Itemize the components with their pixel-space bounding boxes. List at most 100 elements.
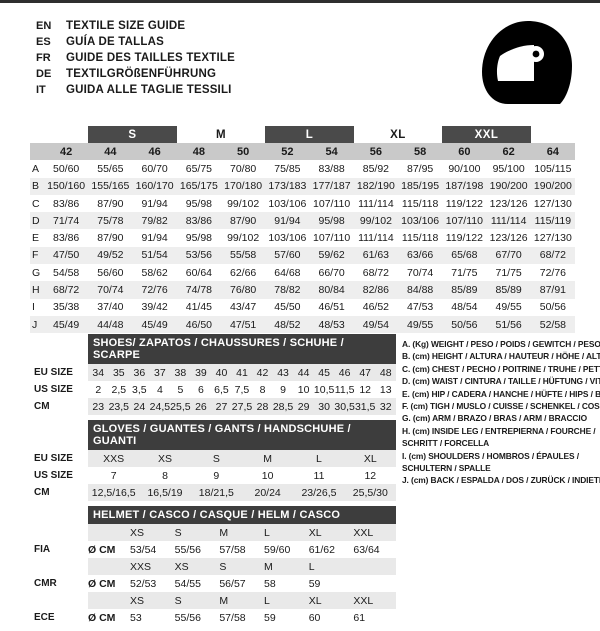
shoes-cell: 5 xyxy=(177,383,184,396)
gloves-row-label: CM xyxy=(34,487,50,498)
measure-cell: 72/76 xyxy=(141,284,168,297)
measure-cell: 76/80 xyxy=(229,284,257,297)
title-lang-es: ES xyxy=(36,36,51,48)
helmet-size-label: S xyxy=(174,526,182,539)
title-text-it: GUIDA ALLE TAGLIE TESSILI xyxy=(66,84,232,96)
measure-cell: 173/183 xyxy=(268,180,307,193)
measure-row-label-j: J xyxy=(32,318,38,331)
shoes-cell: 28 xyxy=(256,400,269,413)
measure-cell: 107/110 xyxy=(313,197,351,210)
legend-line: J. (cm) BACK / ESPALDA / DOS / ZURÜCK / … xyxy=(402,475,600,486)
size-number-row: 42 44 46 48 50 52 54 56 58 60 62 64 xyxy=(30,143,575,161)
gloves-cell: 11 xyxy=(313,469,325,482)
measure-cell: 70/74 xyxy=(406,266,434,279)
measure-cell: 99/102 xyxy=(227,197,260,210)
measure-cell: 82/86 xyxy=(362,284,390,297)
helmet-size-label: M xyxy=(264,560,273,573)
shoes-cell: 10 xyxy=(297,383,310,396)
size-band-0 xyxy=(44,126,88,143)
helmet-unit-label: Ø CM xyxy=(88,611,116,624)
measure-cell: 51/54 xyxy=(141,249,168,262)
size-44: 44 xyxy=(104,145,117,158)
size-54: 54 xyxy=(325,145,338,158)
measure-cell: 115/118 xyxy=(401,232,439,245)
measure-cell: 115/119 xyxy=(534,214,572,227)
measure-cell: 68/72 xyxy=(362,266,390,279)
measure-cell: 165/175 xyxy=(179,180,218,193)
size-48: 48 xyxy=(192,145,205,158)
measure-cell: 83/88 xyxy=(318,162,345,175)
legend-line: I. (cm) SHOULDERS / HOMBROS / ÉPAULES / xyxy=(402,450,579,461)
measure-cell: 47/51 xyxy=(229,318,257,331)
title-row-en: EN TEXTILE SIZE GUIDE xyxy=(36,20,235,36)
gloves-cell: 23/26,5 xyxy=(301,486,337,499)
gloves-cell: L xyxy=(316,452,322,465)
shoes-cell: 43 xyxy=(277,366,289,379)
measure-row-b: B 150/160 155/165 160/170 165/175 170/180 173/… xyxy=(30,177,575,195)
title-row-es: ES GUÍA DE TALLAS xyxy=(36,36,235,52)
helmet-value: 54/55 xyxy=(174,577,201,590)
gloves-cell: XL xyxy=(363,452,377,465)
shoes-cell: 8 xyxy=(259,383,266,396)
shoes-cell: 31,5 xyxy=(354,400,376,413)
gloves-row-2: CM 12,5/16,5 16,5/19 18/21,5 20/24 23/26,5 25,… xyxy=(30,484,396,501)
shoes-cell: 48 xyxy=(379,366,392,379)
shoes-row-label: EU SIZE xyxy=(34,367,73,378)
measure-cell: 78/82 xyxy=(274,284,301,297)
helmet-value xyxy=(351,578,396,590)
shoes-cell: 40 xyxy=(215,366,228,379)
shoes-cell: 46 xyxy=(338,366,351,379)
measure-cell: 43/47 xyxy=(229,301,257,314)
helmet-standard-label-ece: ECE xyxy=(34,612,55,623)
size-band-xl: XL xyxy=(390,128,406,141)
gloves-cell: XXS xyxy=(103,452,125,465)
shoes-heading: SHOES/ ZAPATOS / CHAUSSURES / SCHUHE / S… xyxy=(88,334,396,364)
helmet-value: 58 xyxy=(264,577,276,590)
measure-cell: 59/62 xyxy=(318,249,345,262)
helmet-size-label: S xyxy=(219,560,227,573)
measure-row-label-e: E xyxy=(32,232,40,245)
measure-cell: 105/115 xyxy=(534,162,572,175)
helmet-sizes-row-cmr: XXS XS S M L xyxy=(30,558,396,575)
measure-cell: 49/55 xyxy=(495,301,522,314)
helmet-value: 52/53 xyxy=(130,577,157,590)
title-block: EN TEXTILE SIZE GUIDE ES GUÍA DE TALLAS … xyxy=(36,20,235,100)
shoes-cell: 44 xyxy=(297,366,310,379)
shoes-cell: 24 xyxy=(133,400,146,413)
size-60: 60 xyxy=(458,145,471,158)
measure-cell: 155/165 xyxy=(91,180,130,193)
measure-cell: 51/56 xyxy=(495,318,522,331)
size-64: 64 xyxy=(546,145,559,158)
measure-cell: 91/94 xyxy=(141,197,168,210)
measure-cell: 119/122 xyxy=(445,232,483,245)
shoes-cell: 45 xyxy=(318,366,330,379)
helmet-value: 61 xyxy=(353,611,366,624)
measure-cell: 91/94 xyxy=(274,214,301,227)
helmet-size-label: L xyxy=(264,526,270,539)
helmet-size-label: XS xyxy=(130,526,145,539)
measure-cell: 46/52 xyxy=(362,301,390,314)
shoes-cell: 13 xyxy=(379,383,392,396)
helmet-size-label: XS xyxy=(174,560,189,573)
shoes-row-1: US SIZE 2 2,5 3,5 4 5 6 6,5 7,5 8 9 10 10,5 11,5 12 13 xyxy=(30,381,396,398)
measure-row-g: G 54/58 56/60 58/62 60/64 62/66 64/68 66/70 68/7… xyxy=(30,264,575,281)
shoes-cell: 4 xyxy=(156,383,163,396)
helmet-values-cells: Ø CM 52/53 54/55 56/57 58 59 xyxy=(88,578,396,590)
gloves-cell: 18/21,5 xyxy=(198,486,234,499)
helmet-sizes-cells: XS S M L XL XXL xyxy=(88,527,396,539)
title-lang-it: IT xyxy=(36,84,46,96)
helmet-value: 59 xyxy=(308,577,321,590)
measure-cell: 60/70 xyxy=(141,162,168,175)
measure-cell: 187/198 xyxy=(445,180,484,193)
measure-cell: 91/94 xyxy=(141,232,168,245)
measure-cell: 54/58 xyxy=(52,266,80,279)
measure-row-a: A 50/60 55/65 60/70 65/75 70/80 75/85 83/88 85/9… xyxy=(30,160,575,177)
size-50: 50 xyxy=(237,145,250,158)
measure-row-j: J 45/49 44/48 45/49 46/50 47/51 48/52 48/53 49/5… xyxy=(30,315,575,334)
size-band-s: S xyxy=(88,126,177,143)
helmet-sizes-row-ece: XS S M L XL XXL xyxy=(30,592,396,609)
measure-cell: 99/102 xyxy=(227,232,260,245)
measure-cell: 87/90 xyxy=(97,197,124,210)
measure-row-d: D 71/74 75/78 79/82 83/86 87/90 91/94 95/98 99/1… xyxy=(30,212,575,230)
shoes-cell: 2,5 xyxy=(111,383,127,396)
